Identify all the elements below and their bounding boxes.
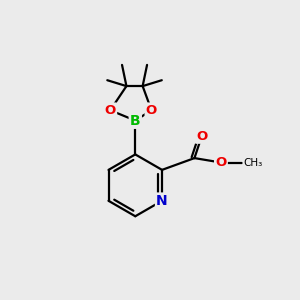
Text: O: O [215,156,226,169]
Text: O: O [146,104,157,117]
Text: O: O [105,104,116,117]
Text: CH₃: CH₃ [243,158,262,167]
Text: O: O [196,130,207,142]
Text: N: N [156,194,168,208]
Text: B: B [130,114,141,128]
